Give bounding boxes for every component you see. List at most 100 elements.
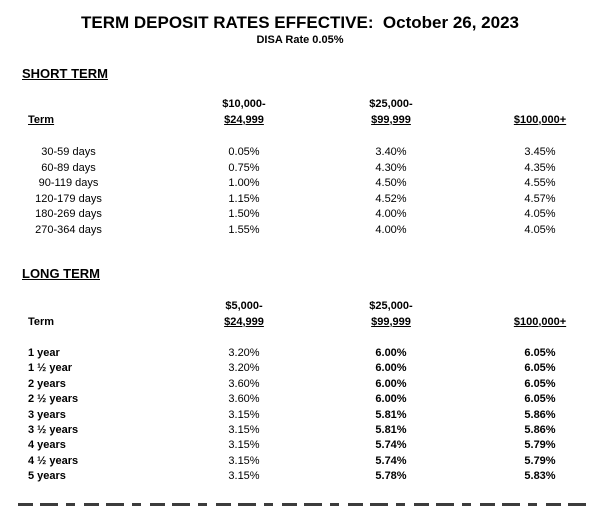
rate-cell-tier1: 3.20% [228, 362, 260, 375]
table-row: 30-59 days 0.05% 3.40% 3.45% [0, 145, 600, 161]
tier2-range-line2: $99,999 [371, 113, 411, 126]
column-header-tier3: $100,000+ [459, 97, 600, 128]
table-row: 4 ½ years 3.15% 5.74% 5.79% [0, 454, 600, 469]
rate-cell-tier1: 1.50% [228, 208, 260, 220]
long-term-table: 1 year 3.20% 6.00% 6.05% 1 ½ year 3.20% … [0, 346, 600, 485]
term-cell: 2 ½ years [28, 393, 79, 406]
rate-cell-tier3: 4.57% [524, 192, 556, 205]
rate-cell-tier3: 5.79% [524, 439, 556, 452]
column-header-tier2: $25,000- $99,999 [323, 97, 459, 128]
rate-cell-tier3: 4.55% [524, 177, 556, 189]
rate-cell-tier3: 5.83% [524, 470, 556, 483]
rate-cell-tier1: 1.55% [228, 223, 260, 236]
term-cell: 3 years [28, 408, 66, 421]
tier2-range-line1: $25,000- [369, 98, 413, 110]
short-term-table: 30-59 days 0.05% 3.40% 3.45% 60-89 days … [0, 145, 600, 238]
rate-cell-tier2: 5.74% [375, 439, 407, 452]
short-term-heading: SHORT TERM [22, 66, 108, 81]
rate-cell-tier1: 1.00% [228, 177, 260, 189]
tier1-range-line1: $5,000- [225, 300, 263, 312]
table-row: 3 years 3.15% 5.81% 5.86% [0, 408, 600, 423]
rate-cell-tier1: 0.75% [228, 161, 260, 174]
table-row: 4 years 3.15% 5.74% 5.79% [0, 438, 600, 453]
rate-cell-tier2: 6.00% [375, 362, 407, 375]
term-cell: 4 years [28, 439, 66, 452]
column-header-tier3: $100,000+ [459, 299, 600, 330]
term-cell: 4 ½ years [28, 454, 79, 467]
rate-cell-tier1: 0.05% [228, 146, 260, 158]
term-cell: 270-364 days [35, 223, 102, 236]
rate-cell-tier1: 3.15% [228, 439, 260, 452]
term-cell: 5 years [28, 470, 66, 483]
rate-cell-tier1: 3.20% [228, 347, 260, 359]
tier1-range-line2: $24,999 [224, 113, 264, 126]
rate-cell-tier1: 3.15% [228, 454, 260, 467]
rate-cell-tier1: 3.60% [228, 393, 260, 406]
column-header-tier1: $10,000- $24,999 [165, 97, 323, 128]
rate-cell-tier3: 6.05% [524, 362, 556, 375]
rate-cell-tier2: 4.00% [375, 208, 407, 220]
rate-cell-tier1: 3.15% [228, 424, 260, 437]
tier3-range: $100,000+ [513, 315, 567, 328]
term-cell: 3 ½ years [28, 424, 79, 437]
long-term-heading: LONG TERM [22, 266, 100, 281]
table-row: 2 ½ years 3.60% 6.00% 6.05% [0, 392, 600, 407]
short-term-section: SHORT TERM Term $10,000- $24,999 $25,000… [0, 67, 600, 238]
table-row: 5 years 3.15% 5.78% 5.83% [0, 469, 600, 484]
term-cell: 1 year [28, 347, 60, 359]
term-cell: 1 ½ year [28, 362, 73, 375]
rate-cell-tier2: 4.00% [375, 223, 407, 236]
rate-cell-tier3: 3.45% [524, 146, 556, 158]
rate-cell-tier1: 3.60% [228, 377, 260, 390]
long-term-section: LONG TERM Term $5,000- $24,999 $25,000- … [0, 267, 600, 485]
long-term-column-headers: Term $5,000- $24,999 $25,000- $99,999 $1… [0, 299, 600, 330]
tier1-range-line1: $10,000- [222, 98, 266, 110]
rate-cell-tier2: 5.81% [375, 408, 407, 421]
rate-cell-tier2: 4.30% [375, 161, 407, 174]
rate-cell-tier3: 4.05% [524, 208, 556, 220]
column-header-term-label: Term [28, 113, 55, 126]
table-row: 60-89 days 0.75% 4.30% 4.35% [0, 161, 600, 177]
short-term-column-headers: Term $10,000- $24,999 $25,000- $99,999 $… [0, 97, 600, 128]
rate-cell-tier1: 1.15% [228, 192, 260, 205]
term-cell: 120-179 days [35, 192, 102, 205]
term-cell: 2 years [28, 377, 66, 390]
rate-cell-tier2: 3.40% [375, 146, 407, 158]
table-row: 270-364 days 1.55% 4.00% 4.05% [0, 223, 600, 239]
table-row: 120-179 days 1.15% 4.52% 4.57% [0, 192, 600, 208]
table-row: 180-269 days 1.50% 4.00% 4.05% [0, 207, 600, 223]
rate-cell-tier2: 6.00% [375, 347, 407, 359]
rate-cell-tier2: 4.52% [375, 192, 407, 205]
tier1-range-line2: $24,999 [224, 315, 264, 328]
rate-cell-tier2: 6.00% [375, 377, 407, 390]
rate-cell-tier1: 3.15% [228, 408, 260, 421]
table-row: 1 ½ year 3.20% 6.00% 6.05% [0, 361, 600, 376]
rate-cell-tier3: 6.05% [524, 393, 556, 406]
rate-cell-tier3: 5.86% [524, 424, 556, 437]
rate-cell-tier2: 5.78% [375, 470, 407, 483]
table-row: 90-119 days 1.00% 4.50% 4.55% [0, 176, 600, 192]
column-header-term: Term [0, 97, 165, 128]
rate-cell-tier2: 5.81% [375, 424, 407, 437]
term-cell: 60-89 days [41, 161, 96, 174]
rate-cell-tier3: 6.05% [524, 347, 556, 359]
rate-cell-tier3: 5.79% [524, 454, 556, 467]
tier2-range-line1: $25,000- [369, 300, 413, 312]
disa-rate-subtitle: DISA Rate 0.05% [256, 34, 344, 46]
term-cell: 30-59 days [41, 146, 96, 158]
table-row: 2 years 3.60% 6.00% 6.05% [0, 377, 600, 392]
term-cell: 180-269 days [35, 208, 102, 220]
rate-cell-tier3: 5.86% [524, 408, 556, 421]
table-row: 3 ½ years 3.15% 5.81% 5.86% [0, 423, 600, 438]
rate-cell-tier3: 4.35% [524, 161, 556, 174]
column-header-term-label: Term [28, 315, 55, 328]
rate-cell-tier2: 4.50% [375, 177, 407, 189]
column-header-tier1: $5,000- $24,999 [165, 299, 323, 330]
rate-cell-tier3: 4.05% [524, 223, 556, 236]
table-row: 1 year 3.20% 6.00% 6.05% [0, 346, 600, 361]
page-title: TERM DEPOSIT RATES EFFECTIVE: October 26… [81, 13, 519, 32]
rate-cell-tier2: 5.74% [375, 454, 407, 467]
tier3-range: $100,000+ [513, 113, 567, 126]
term-cell: 90-119 days [38, 177, 99, 189]
tier2-range-line2: $99,999 [371, 315, 411, 328]
